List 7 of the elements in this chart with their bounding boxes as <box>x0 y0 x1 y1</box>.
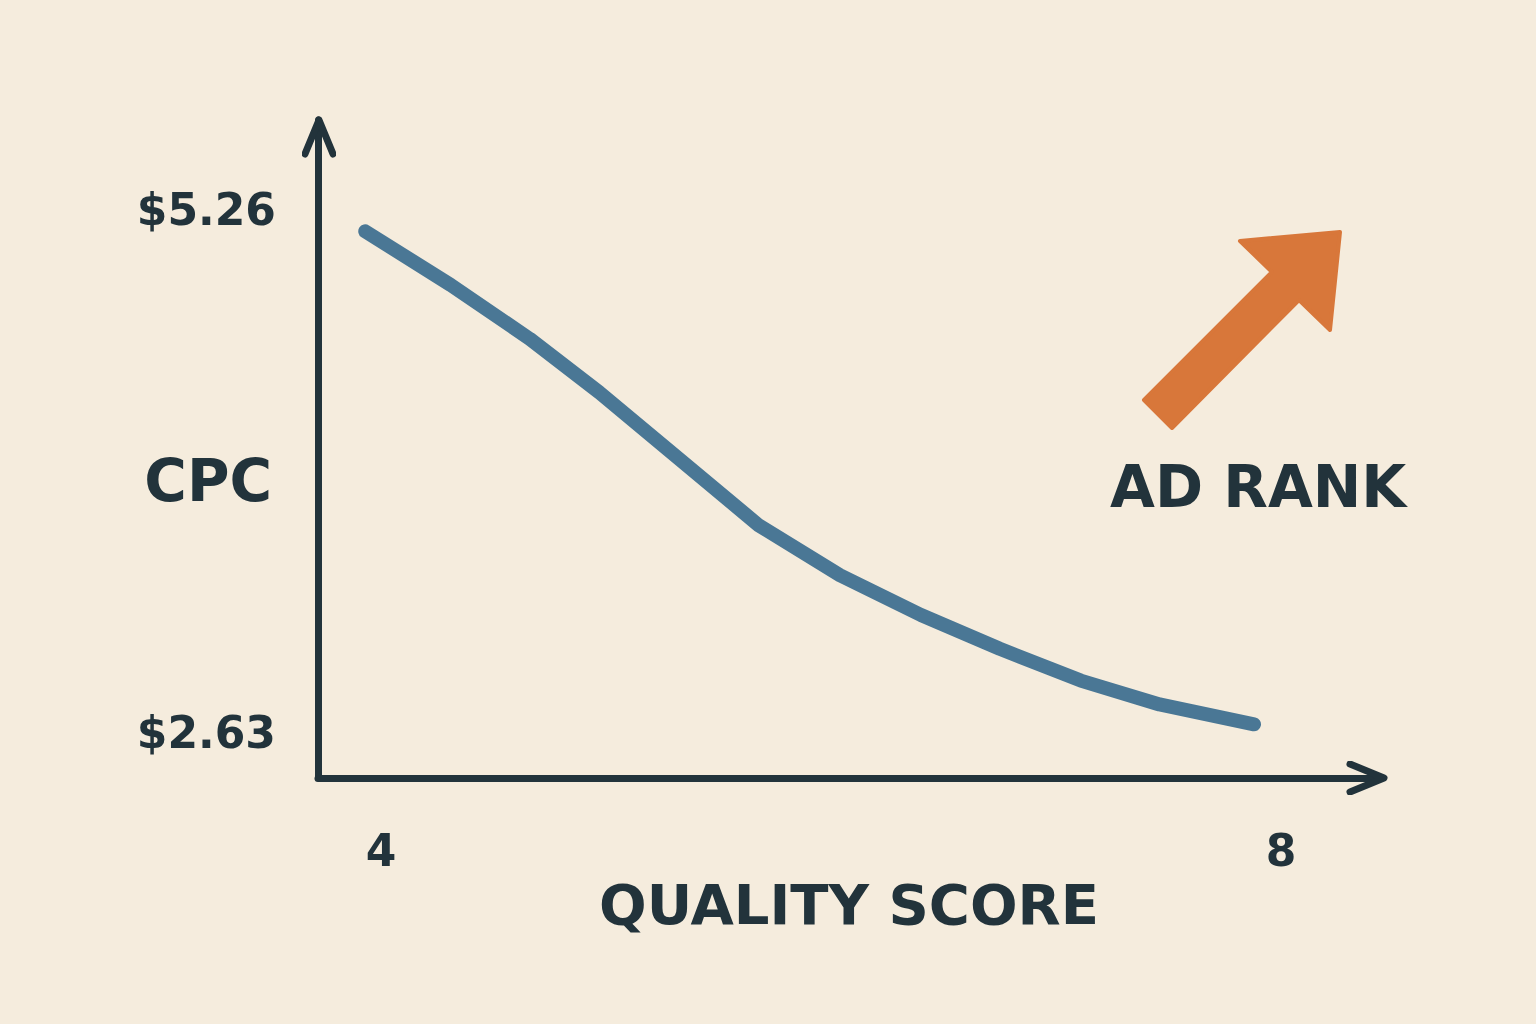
y-tick-label: $5.26 <box>136 183 276 235</box>
annotation: AD RANK <box>1110 453 1409 521</box>
y-axis-title: CPC <box>144 447 272 515</box>
x-tick-label: 8 <box>1265 824 1297 876</box>
y-tick-label: $2.63 <box>136 706 276 758</box>
x-axis-title: QUALITY SCORE <box>599 872 1099 938</box>
x-tick-label: 4 <box>365 824 397 876</box>
